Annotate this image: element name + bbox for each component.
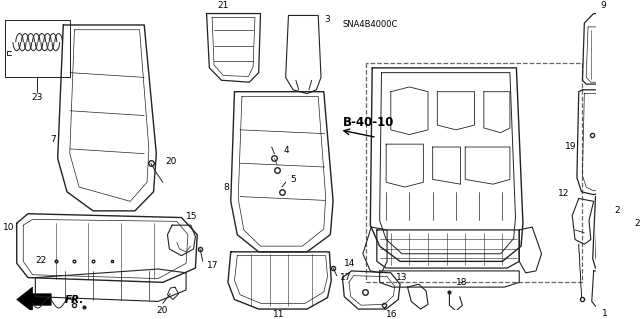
Text: 17: 17 <box>340 273 351 282</box>
Text: 4: 4 <box>284 146 289 155</box>
Text: 15: 15 <box>186 212 198 221</box>
Text: FR.: FR. <box>65 294 84 305</box>
Text: 18: 18 <box>456 278 467 287</box>
Text: 5: 5 <box>291 175 296 184</box>
Text: SNA4B4000C: SNA4B4000C <box>342 20 398 29</box>
Text: 3: 3 <box>324 15 330 25</box>
Text: 12: 12 <box>558 189 570 198</box>
Text: 16: 16 <box>386 310 397 319</box>
Text: 21: 21 <box>218 1 229 10</box>
Text: 2: 2 <box>635 219 640 228</box>
Text: 10: 10 <box>3 223 14 232</box>
Text: 9: 9 <box>600 1 606 10</box>
Text: 23: 23 <box>31 93 43 102</box>
Text: 8: 8 <box>223 182 229 191</box>
Text: 7: 7 <box>50 135 56 144</box>
Text: 20: 20 <box>166 157 177 166</box>
Text: B-40-10: B-40-10 <box>342 116 394 129</box>
Text: 22: 22 <box>35 256 47 265</box>
Text: 14: 14 <box>344 259 356 268</box>
Polygon shape <box>17 287 51 312</box>
Text: 13: 13 <box>396 273 408 282</box>
Text: 20: 20 <box>156 306 168 315</box>
Text: 11: 11 <box>273 310 285 319</box>
Text: 2: 2 <box>614 206 620 215</box>
Text: 19: 19 <box>565 143 577 152</box>
Text: 17: 17 <box>207 261 218 270</box>
Text: 1: 1 <box>602 309 607 318</box>
